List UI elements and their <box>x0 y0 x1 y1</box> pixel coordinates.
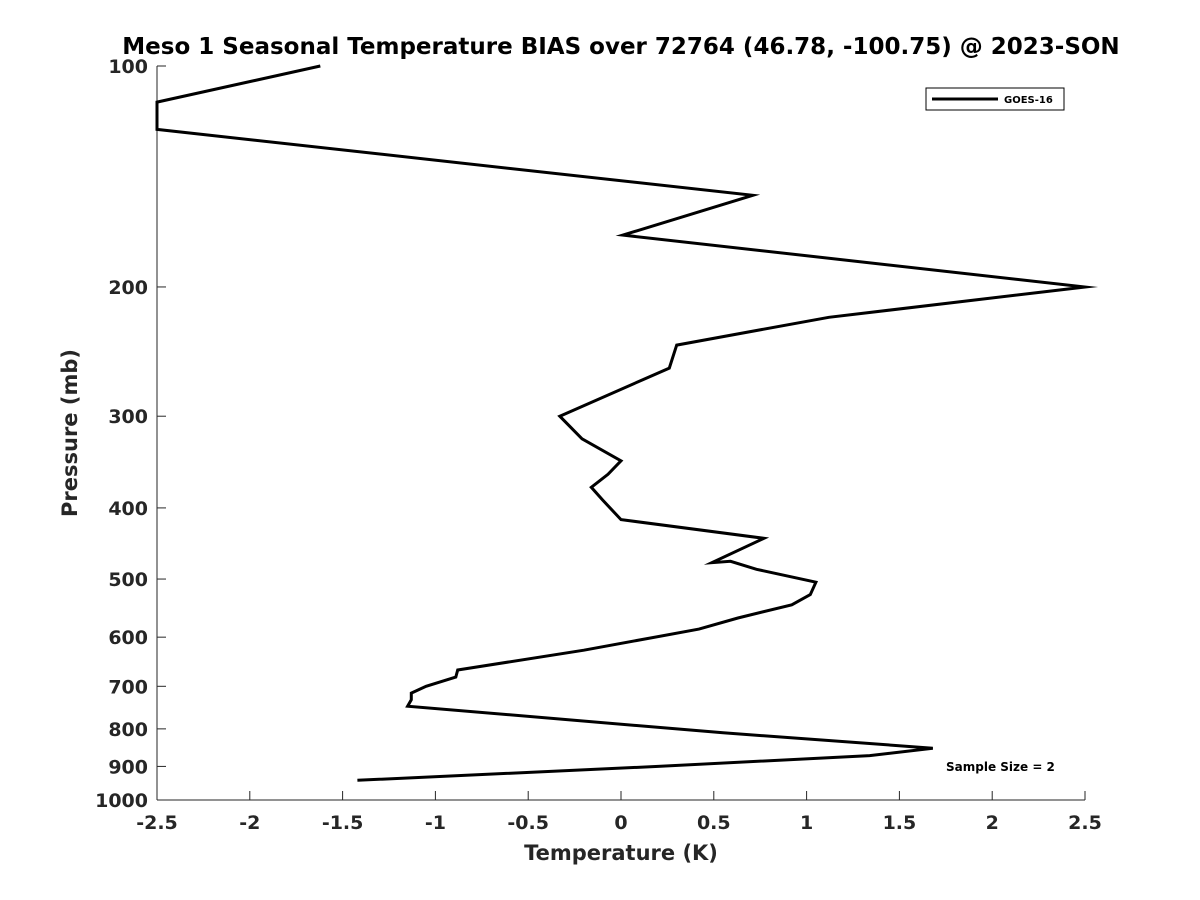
y-tick-label: 500 <box>108 569 148 591</box>
x-tick-label: -2 <box>239 812 260 834</box>
x-tick-label: 2.5 <box>1068 812 1102 834</box>
y-tick-label: 800 <box>108 719 148 741</box>
sample-size-annotation: Sample Size = 2 <box>946 760 1055 774</box>
series-layer <box>155 64 1099 782</box>
x-tick-label: 0.5 <box>697 812 731 834</box>
x-axis-label: Temperature (K) <box>524 841 718 865</box>
y-axis-label: Pressure (mb) <box>58 349 82 517</box>
y-tick-label: 600 <box>108 627 148 649</box>
y-tick-label: 1000 <box>95 790 148 812</box>
legend: GOES-16 <box>925 87 1065 111</box>
x-tick-label: -1 <box>425 812 446 834</box>
legend-label: GOES-16 <box>1004 95 1053 106</box>
y-tick-label: 700 <box>108 676 148 698</box>
x-tick-label: -0.5 <box>507 812 549 834</box>
x-tick-label: -1.5 <box>322 812 364 834</box>
y-tick-label: 100 <box>108 56 148 78</box>
y-tick-label: 900 <box>108 756 148 778</box>
series-line-goes-16 <box>155 64 1099 782</box>
y-tick-label: 400 <box>108 498 148 520</box>
y-tick-label: 300 <box>108 406 148 428</box>
axes: -2.5 -2 -1.5 -1 -0.5 0 0.5 1 1.5 2 2.5 100 200 300 400… <box>95 56 1102 834</box>
x-tick-label: 1 <box>800 812 813 834</box>
y-tick-label: 200 <box>108 277 148 299</box>
chart-title: Meso 1 Seasonal Temperature BIAS over 72… <box>122 34 1119 60</box>
x-tick-label: 1.5 <box>883 812 917 834</box>
x-tick-label: 0 <box>614 812 627 834</box>
x-tick-label: -2.5 <box>136 812 178 834</box>
x-tick-label: 2 <box>986 812 999 834</box>
